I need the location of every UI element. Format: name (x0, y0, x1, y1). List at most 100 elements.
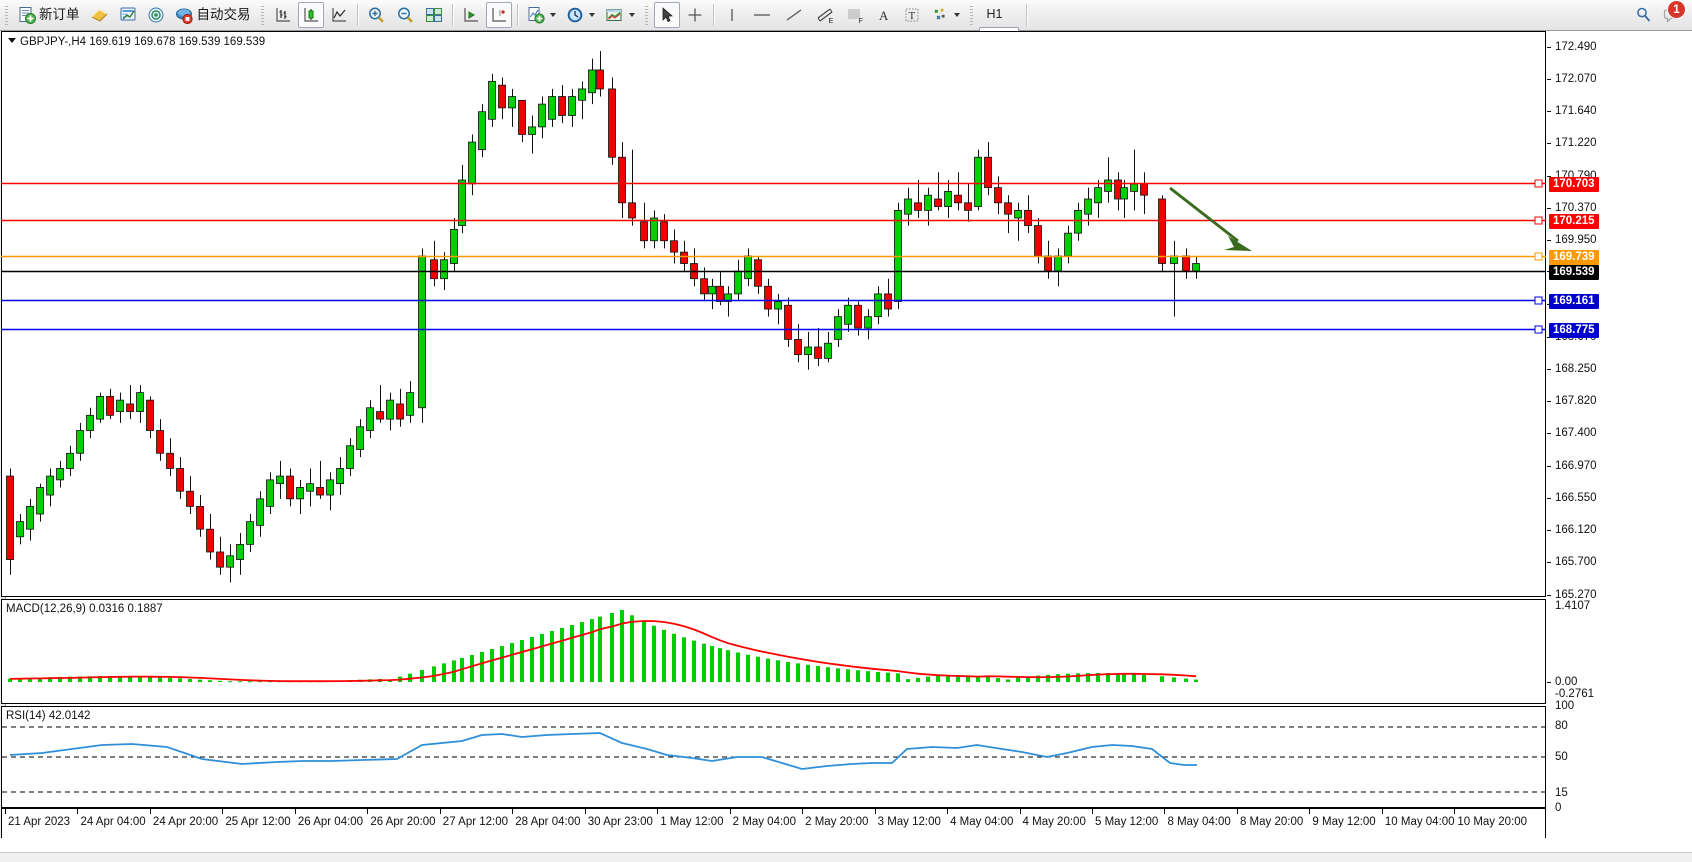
candle-body (6, 475, 14, 560)
line-chart-button[interactable] (326, 2, 352, 28)
price-axis[interactable]: 172.490 172.070 171.640 171.220 170.790 170.3… (1547, 31, 1692, 838)
time-tick-mark (1309, 809, 1311, 814)
time-tick-mark (1454, 809, 1456, 814)
equidistant-channel-button[interactable]: E (811, 2, 839, 28)
macd-histogram-bar (796, 663, 800, 682)
bar-chart-button[interactable] (270, 2, 296, 28)
candle-body (680, 251, 688, 264)
candle-body (708, 285, 716, 295)
time-tick-mark (439, 809, 441, 814)
objects-dropdown-caret[interactable] (953, 13, 960, 17)
tile-windows-button[interactable] (421, 2, 447, 28)
candle-body (1054, 255, 1062, 272)
chart-area[interactable]: GBPJPY-,H4 169.619 169.678 169.539 169.5… (0, 31, 1692, 861)
zoom-in-button[interactable] (363, 2, 390, 28)
macd-histogram-bar (846, 669, 850, 682)
toolbar-grip-4[interactable] (967, 4, 975, 26)
macd-histogram-bar (996, 678, 1000, 682)
macd-histogram-bar (1106, 673, 1110, 682)
vline-button[interactable] (719, 2, 745, 28)
toolbar-grip-2[interactable] (258, 4, 266, 26)
candle-body (106, 395, 114, 416)
candle-body (406, 392, 414, 416)
navigator-button[interactable] (143, 2, 169, 28)
scroll-end-button[interactable] (458, 2, 484, 28)
macd-histogram-bar (178, 678, 182, 682)
text-button[interactable]: A (871, 2, 897, 28)
crosshair-button[interactable] (682, 2, 708, 28)
macd-histogram-bar (88, 676, 92, 682)
macd-histogram-bar (692, 640, 696, 682)
hline-button[interactable] (747, 2, 777, 28)
toolbar-grip-3[interactable] (642, 4, 650, 26)
price-axis-tick: 165.270 (1555, 589, 1597, 601)
rsi-line (9, 732, 1197, 770)
macd-histogram-bar (1132, 674, 1136, 682)
candle-body (1044, 255, 1052, 272)
macd-histogram-bar (866, 671, 870, 682)
profiles-button[interactable] (86, 2, 113, 28)
macd-histogram-bar (218, 680, 222, 682)
macd-histogram-bar (736, 652, 740, 682)
price-axis-tick: 167.820 (1555, 395, 1597, 408)
macd-histogram-bar (672, 633, 676, 682)
candle-body (1104, 179, 1112, 192)
timeframe-h1[interactable]: H1 (986, 7, 1003, 21)
rsi-panel[interactable] (1, 706, 1546, 808)
market-watch-button[interactable] (115, 2, 141, 28)
objects-button[interactable] (927, 2, 964, 28)
macd-histogram-bar (766, 658, 770, 682)
macd-histogram-bar (718, 648, 722, 682)
svg-text:T: T (908, 10, 915, 22)
macd-panel[interactable] (1, 599, 1546, 704)
time-axis-tick: 2 May 20:00 (805, 816, 869, 828)
candlestick-chart-button[interactable] (297, 2, 324, 28)
indicators-button[interactable] (523, 2, 560, 28)
price-axis-tick: 168.250 (1555, 362, 1597, 375)
macd-histogram-bar (806, 664, 810, 682)
new-order-button[interactable]: 新订单 (14, 2, 84, 28)
macd-histogram-bar (500, 646, 504, 682)
trendline-button[interactable] (779, 2, 809, 28)
indicators-dropdown-caret[interactable] (549, 13, 556, 17)
period-dropdown-caret[interactable] (588, 13, 595, 17)
macd-histogram-bar (630, 615, 634, 682)
time-axis-tick: 5 May 12:00 (1095, 816, 1159, 828)
time-axis[interactable]: 21 Apr 2023 24 Apr 04:00 24 Apr 20:00 25 Ap… (1, 808, 1546, 838)
templates-dropdown-caret[interactable] (628, 13, 635, 17)
symbol-collapse-arrow-icon[interactable] (8, 38, 16, 43)
macd-histogram-bar (168, 677, 172, 682)
toolbar-grip[interactable] (3, 4, 10, 26)
templates-button[interactable] (601, 2, 639, 28)
svg-text:A: A (879, 8, 889, 23)
zoom-out-button[interactable] (392, 2, 419, 28)
macd-histogram-bar (148, 676, 152, 682)
time-axis-tick: 4 May 20:00 (1022, 816, 1086, 828)
autotrading-button[interactable]: 自动交易 (171, 2, 255, 28)
chart-shift-button[interactable] (485, 2, 512, 28)
search-button[interactable] (1635, 6, 1653, 24)
price-chart-panel[interactable] (1, 31, 1546, 597)
notification-count-badge: 1 (1667, 0, 1686, 19)
time-tick-mark (512, 809, 514, 814)
time-axis-tick: 10 May 20:00 (1457, 816, 1528, 828)
macd-histogram-bar (530, 637, 534, 682)
period-button[interactable] (562, 2, 599, 28)
candle-body (724, 293, 732, 302)
candle-body (640, 221, 648, 242)
macd-histogram-bar (1142, 674, 1146, 682)
candle-body (256, 498, 264, 526)
notifications-button[interactable]: 1 (1663, 0, 1686, 24)
macd-histogram-bar (786, 661, 790, 682)
macd-histogram-bar (420, 670, 424, 682)
time-tick-mark (874, 809, 876, 814)
text-object-button[interactable]: T (899, 2, 925, 28)
macd-histogram-bar (550, 631, 554, 682)
price-tick-mark (1547, 401, 1551, 403)
time-axis-tick: 2 May 04:00 (732, 816, 796, 828)
fibonacci-icon: F (847, 9, 862, 24)
fibonacci-button[interactable]: F (841, 2, 869, 28)
macd-histogram-bar (1026, 676, 1030, 682)
cursor-button[interactable] (653, 2, 680, 28)
time-tick-mark (294, 809, 296, 814)
